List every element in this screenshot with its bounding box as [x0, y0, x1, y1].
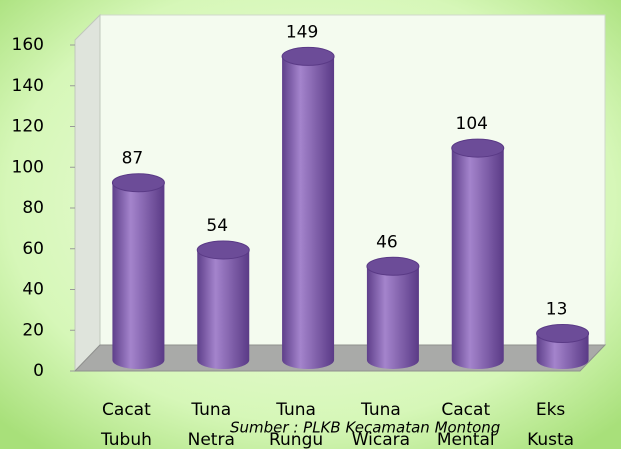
x-tick-label: Tubuh: [100, 430, 152, 449]
bar-top: [536, 324, 590, 344]
value-label: 87: [122, 149, 144, 169]
x-tick-label: Tuna: [360, 400, 401, 420]
bar-top: [281, 46, 335, 66]
back-wall: [99, 14, 606, 346]
value-label: 13: [546, 300, 568, 320]
x-tick-label: Cacat: [102, 400, 151, 420]
x-tick-label: Kusta: [527, 430, 574, 449]
bar: [451, 148, 504, 369]
bar: [366, 266, 419, 369]
value-label: 104: [456, 114, 488, 134]
x-tick-label: Mental: [437, 430, 495, 449]
y-tick-label: 140: [12, 76, 44, 96]
y-tick-label: 100: [12, 157, 44, 177]
x-tick-label: Wicara: [352, 430, 410, 449]
y-tick-label: 60: [22, 239, 44, 259]
y-tick-label: 160: [12, 35, 44, 55]
bar-top: [451, 138, 505, 158]
y-tick-label: 0: [33, 361, 44, 381]
bar: [536, 333, 589, 369]
bar-top: [366, 256, 420, 276]
x-tick-label: Eks: [536, 400, 566, 420]
y-tick-label: 40: [22, 280, 44, 300]
x-tick-label: Rungu: [269, 430, 323, 449]
y-tick-label: 20: [22, 320, 44, 340]
bar-top: [111, 173, 165, 193]
value-label: 46: [376, 232, 398, 252]
bar: [197, 249, 250, 369]
value-label: 149: [286, 22, 318, 42]
x-tick-label: Tuna: [190, 400, 231, 420]
bar: [112, 182, 165, 369]
bar: [282, 56, 335, 369]
value-label: 54: [206, 216, 228, 236]
y-tick-label: 120: [12, 117, 44, 137]
x-tick-label: Tuna: [275, 400, 316, 420]
y-tick-label: 80: [22, 198, 44, 218]
source-note: Sumber : PLKB Kecamatan Montong: [230, 419, 500, 437]
x-tick-label: Cacat: [441, 400, 490, 420]
bar-top: [196, 240, 250, 260]
x-tick-label: Netra: [188, 430, 235, 449]
side-wall: [74, 13, 101, 373]
